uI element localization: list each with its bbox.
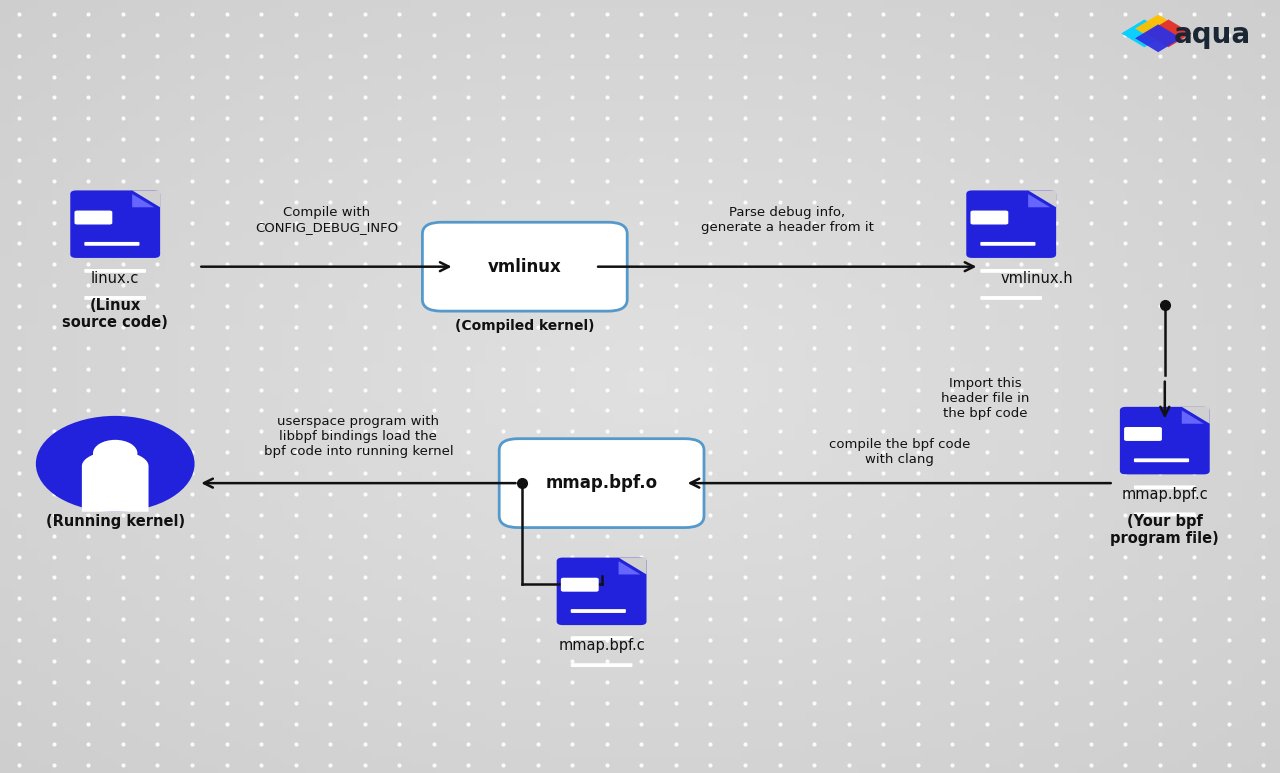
Text: Parse debug info,
generate a header from it: Parse debug info, generate a header from… (700, 206, 874, 234)
Text: (Running kernel): (Running kernel) (46, 514, 184, 529)
FancyBboxPatch shape (1134, 512, 1196, 516)
FancyBboxPatch shape (499, 439, 704, 527)
Text: mmap.bpf.c: mmap.bpf.c (558, 638, 645, 652)
Polygon shape (82, 451, 148, 512)
Polygon shape (1135, 15, 1181, 43)
Text: mmap.bpf.c: mmap.bpf.c (1121, 487, 1208, 502)
Text: (Compiled kernel): (Compiled kernel) (456, 319, 594, 333)
FancyBboxPatch shape (84, 242, 140, 246)
FancyBboxPatch shape (966, 190, 1056, 258)
FancyBboxPatch shape (1124, 427, 1162, 441)
FancyBboxPatch shape (557, 557, 646, 625)
Text: linux.c: linux.c (91, 271, 140, 285)
Text: aqua: aqua (1174, 21, 1251, 49)
Polygon shape (132, 194, 154, 207)
Text: Compile with
CONFIG_DEBUG_INFO: Compile with CONFIG_DEBUG_INFO (255, 206, 398, 234)
Text: userspace program with
libbpf bindings load the
bpf code into running kernel: userspace program with libbpf bindings l… (264, 415, 453, 458)
FancyBboxPatch shape (70, 190, 160, 258)
Polygon shape (1028, 190, 1056, 207)
Polygon shape (1028, 194, 1050, 207)
Text: vmlinux.h: vmlinux.h (1001, 271, 1073, 285)
Circle shape (36, 416, 195, 512)
Text: (Linux
source code): (Linux source code) (63, 298, 168, 330)
Polygon shape (1181, 410, 1203, 424)
Circle shape (93, 440, 137, 467)
Polygon shape (618, 557, 646, 574)
FancyBboxPatch shape (74, 210, 113, 224)
FancyBboxPatch shape (1120, 407, 1210, 475)
Polygon shape (1121, 19, 1167, 47)
FancyBboxPatch shape (84, 269, 146, 273)
FancyBboxPatch shape (980, 296, 1042, 300)
FancyBboxPatch shape (422, 223, 627, 311)
Polygon shape (618, 561, 640, 574)
FancyBboxPatch shape (970, 210, 1009, 224)
Polygon shape (1135, 24, 1181, 53)
Text: mmap.bpf.o: mmap.bpf.o (545, 474, 658, 492)
FancyBboxPatch shape (1134, 458, 1189, 462)
FancyBboxPatch shape (571, 609, 626, 613)
FancyBboxPatch shape (980, 242, 1036, 246)
FancyBboxPatch shape (571, 636, 632, 640)
FancyBboxPatch shape (1134, 485, 1196, 489)
FancyBboxPatch shape (561, 577, 599, 591)
FancyBboxPatch shape (571, 663, 632, 667)
FancyBboxPatch shape (84, 296, 146, 300)
Polygon shape (1146, 19, 1192, 47)
Polygon shape (1181, 407, 1210, 424)
Text: Import this
header file in
the bpf code: Import this header file in the bpf code (941, 376, 1030, 420)
Text: (Your bpf
program file): (Your bpf program file) (1111, 514, 1219, 547)
FancyBboxPatch shape (980, 269, 1042, 273)
Text: vmlinux: vmlinux (488, 257, 562, 276)
Polygon shape (132, 190, 160, 207)
Text: compile the bpf code
with clang: compile the bpf code with clang (829, 438, 970, 466)
